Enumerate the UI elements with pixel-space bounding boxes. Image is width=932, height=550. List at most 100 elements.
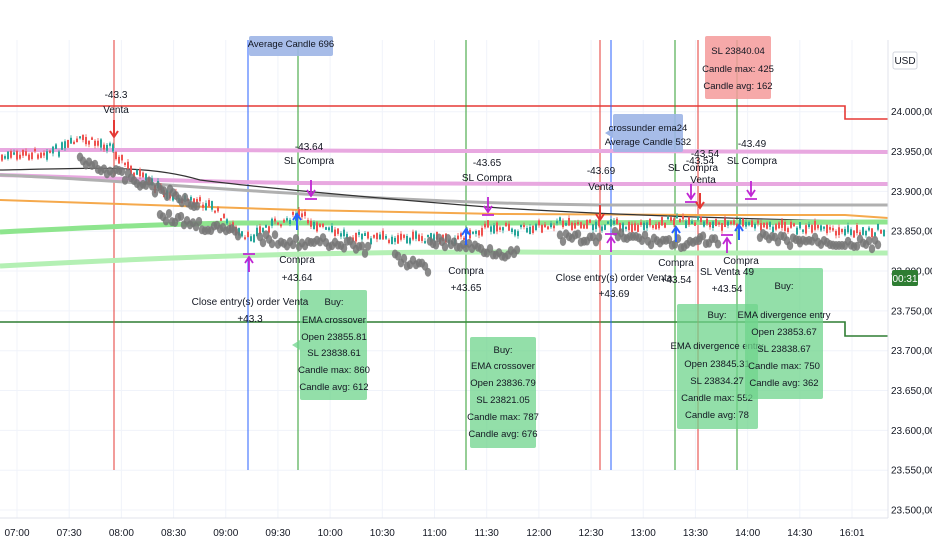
- svg-text:Compra: Compra: [658, 258, 694, 269]
- candle-body: [826, 224, 828, 234]
- candle-body: [511, 228, 513, 233]
- candle-body: [883, 229, 885, 236]
- candle-body: [706, 218, 708, 224]
- candle-body: [79, 136, 81, 139]
- candle-body: [4, 156, 6, 159]
- candle-body: [853, 230, 855, 238]
- candle-body: [280, 224, 282, 227]
- candle-body: [355, 232, 357, 242]
- indicator-dot: [786, 241, 794, 251]
- candle-body: [565, 222, 567, 226]
- candle-body: [661, 217, 663, 226]
- candle-body: [478, 230, 480, 236]
- candle-body: [70, 137, 72, 144]
- indicator-dot: [647, 240, 655, 250]
- svg-text:SL 23838.67: SL 23838.67: [757, 344, 811, 355]
- candle-body: [586, 219, 588, 229]
- info-crossunder-line2: Average Candle 532: [605, 137, 691, 148]
- currency-button[interactable]: [892, 51, 918, 70]
- candle-body: [301, 213, 303, 218]
- sell-box: SL 23840.04 Candle max: 425 Candle avg: …: [702, 36, 774, 99]
- candle-body: [124, 162, 126, 165]
- up-arrow-icon: [605, 233, 617, 252]
- candle-body: [298, 209, 300, 217]
- candle-body: [388, 239, 390, 243]
- venta-value: -43.3: [105, 90, 128, 101]
- candle-body: [700, 216, 702, 223]
- candle-body: [598, 219, 600, 227]
- candle-body: [724, 218, 726, 228]
- up-arrow-icon: [243, 253, 255, 272]
- candle-body: [37, 154, 39, 159]
- buy-box-4: Buy: EMA divergence entry Open 23853.67 …: [738, 268, 831, 399]
- time-tick-label: 10:30: [370, 528, 395, 539]
- candle-body: [556, 221, 558, 224]
- candle-body: [43, 152, 45, 156]
- candle-body: [418, 234, 420, 242]
- candle-body: [493, 225, 495, 234]
- time-tick-label: 08:00: [109, 528, 134, 539]
- price-axis[interactable]: 24.000,0023.950,0023.900,0023.850,0023.8…: [887, 40, 932, 518]
- time-axis[interactable]: 07:00 07:30 08:00 08:30 09:00 09:30 10:00 10:30…: [0, 517, 888, 539]
- down-arrow-icon: [109, 120, 119, 139]
- candle-body: [457, 235, 459, 240]
- candle-body: [400, 233, 402, 240]
- candle-body: [82, 134, 84, 141]
- candle-body: [352, 237, 354, 242]
- candle-body: [13, 152, 15, 155]
- candle-body: [796, 227, 798, 235]
- time-tick-label: 14:30: [787, 528, 812, 539]
- candle-body: [868, 227, 870, 231]
- candle-body: [58, 151, 60, 157]
- candle-body: [217, 207, 219, 212]
- candle-body: [739, 218, 741, 225]
- svg-text:Candle max: 787: Candle max: 787: [467, 412, 539, 423]
- svg-text:-43.64: -43.64: [295, 142, 324, 153]
- svg-text:+43.64: +43.64: [282, 273, 313, 284]
- candle-body: [127, 161, 129, 169]
- indicator-dot: [234, 231, 242, 241]
- candle-body: [679, 218, 681, 223]
- indicator-dot: [574, 229, 582, 239]
- candle-body: [691, 221, 693, 224]
- candle-body: [331, 225, 333, 233]
- candle-body: [643, 222, 645, 230]
- candle-body: [694, 222, 696, 226]
- svg-text:Open 23845.31: Open 23845.31: [684, 359, 750, 370]
- candle-body: [121, 154, 123, 161]
- candle-body: [472, 231, 474, 234]
- svg-text:-43.49: -43.49: [738, 139, 767, 150]
- indicator-dot: [292, 233, 300, 243]
- candle-body: [754, 223, 756, 229]
- candle-body: [172, 194, 174, 201]
- svg-text:Close entry(s) order Venta: Close entry(s) order Venta: [192, 297, 309, 308]
- candle-body: [241, 231, 243, 237]
- price-tick-label: 23.950,00: [891, 147, 932, 158]
- candle-body: [193, 198, 195, 206]
- candle-body: [283, 219, 285, 223]
- candle-body: [769, 222, 771, 227]
- candle-body: [325, 227, 327, 230]
- candle-body: [433, 234, 435, 241]
- price-tick-label: 23.750,00: [891, 306, 932, 317]
- candle-body: [487, 220, 489, 228]
- candle-body: [391, 236, 393, 245]
- candle-body: [667, 216, 669, 220]
- candle-body: [652, 225, 654, 228]
- indicator-dot: [148, 181, 156, 191]
- svg-text:Buy:: Buy:: [774, 281, 793, 292]
- price-tick-label: 23.850,00: [891, 227, 932, 238]
- candle-body: [832, 228, 834, 231]
- candle-body: [46, 151, 48, 160]
- candle-body: [409, 238, 411, 244]
- candle-body: [55, 144, 57, 149]
- time-tick-label: 10:00: [318, 528, 343, 539]
- candle-body: [544, 224, 546, 228]
- candle-body: [376, 233, 378, 240]
- level-lines: [0, 105, 888, 337]
- candle-body: [766, 222, 768, 229]
- candle-body: [385, 235, 387, 239]
- candle-body: [823, 226, 825, 229]
- down-arrow-icon: [745, 181, 757, 200]
